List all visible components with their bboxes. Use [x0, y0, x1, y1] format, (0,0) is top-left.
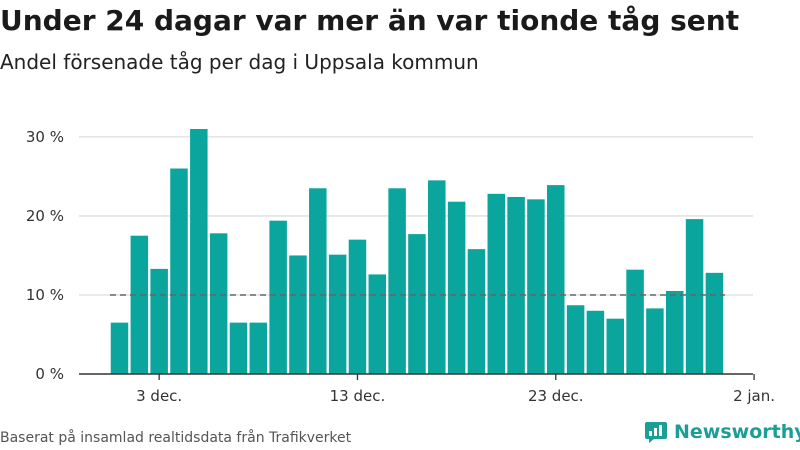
bar — [467, 249, 486, 374]
y-tick-label: 20 % — [26, 207, 64, 225]
bar — [110, 322, 129, 374]
bar — [408, 234, 426, 374]
x-tick-label: 2 jan. — [733, 387, 775, 405]
bar-chart: 0 % 10 % 20 % 30 % 3 dec. 13 dec. 23 dec. 2 jan… — [26, 128, 775, 405]
bar — [229, 322, 248, 374]
page-subtitle: Andel försenade tåg per dag i Uppsala ko… — [0, 50, 479, 74]
bar — [150, 268, 168, 374]
bar — [646, 308, 664, 374]
x-tick-label: 3 dec. — [136, 387, 182, 405]
y-tick-label: 30 % — [26, 128, 64, 146]
newsworthy-logo-icon — [645, 422, 667, 443]
bar — [527, 199, 545, 374]
bar — [606, 318, 624, 374]
bar — [289, 255, 307, 374]
x-tick-label: 13 dec. — [330, 387, 386, 405]
source-note: Baserat på insamlad realtidsdata från Tr… — [0, 430, 352, 446]
bar — [626, 269, 644, 374]
bar — [685, 219, 704, 374]
bar — [190, 129, 208, 374]
bar — [209, 233, 228, 374]
y-tick-label: 0 % — [35, 365, 64, 383]
bar — [328, 254, 347, 374]
bar — [249, 322, 268, 374]
bar — [269, 220, 287, 374]
brand-logo[interactable]: Newsworthy — [644, 420, 800, 444]
x-tick-label: 23 dec. — [528, 387, 584, 405]
bar — [547, 185, 565, 374]
brand-name: Newsworthy — [674, 421, 800, 443]
bar — [487, 193, 506, 374]
bar — [507, 196, 525, 374]
bar — [368, 274, 387, 374]
bar — [665, 291, 684, 374]
bar — [309, 188, 327, 374]
y-tick-label: 10 % — [26, 286, 64, 304]
bar — [348, 239, 367, 374]
bar — [705, 272, 724, 374]
bar — [388, 188, 406, 374]
bar — [447, 201, 466, 374]
page-title: Under 24 dagar var mer än var tionde tåg… — [0, 4, 740, 37]
bar — [130, 235, 149, 374]
bar — [586, 310, 605, 374]
bar — [428, 180, 446, 374]
bar — [170, 168, 188, 374]
bar — [566, 305, 585, 374]
